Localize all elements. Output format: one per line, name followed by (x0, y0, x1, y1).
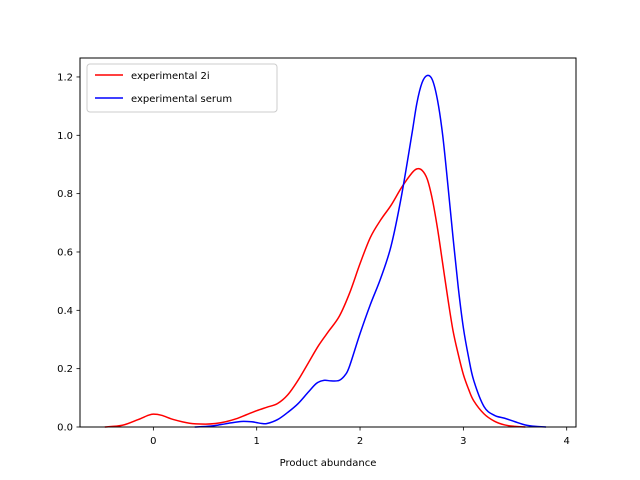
legend-label-serum: experimental serum (131, 94, 232, 105)
x-tick-label: 2 (357, 436, 363, 447)
series-line-serum (194, 74, 547, 428)
y-tick-label: 0.8 (57, 189, 73, 200)
x-axis: 0 1 2 3 4 (150, 427, 570, 447)
y-tick-label: 0.0 (57, 423, 73, 434)
legend: experimental 2i experimental serum (86, 63, 278, 113)
y-tick-label: 0.6 (57, 247, 73, 258)
plot-area (104, 74, 547, 428)
legend-box (86, 63, 278, 113)
x-tick-label: 1 (254, 436, 260, 447)
x-tick-label: 0 (150, 436, 156, 447)
x-tick-label: 3 (460, 436, 466, 447)
y-tick-label: 1.0 (57, 131, 73, 142)
x-axis-label: Product abundance (280, 458, 377, 469)
y-tick-label: 1.2 (57, 72, 73, 83)
y-axis: 0.0 0.2 0.4 0.6 0.8 1.0 1.2 (57, 72, 80, 434)
y-tick-label: 0.2 (57, 364, 73, 375)
y-tick-label: 0.4 (57, 306, 73, 317)
x-tick-label: 4 (564, 436, 570, 447)
legend-label-2i: experimental 2i (131, 71, 210, 82)
series-line-2i (104, 167, 526, 428)
plot-frame (79, 57, 577, 428)
